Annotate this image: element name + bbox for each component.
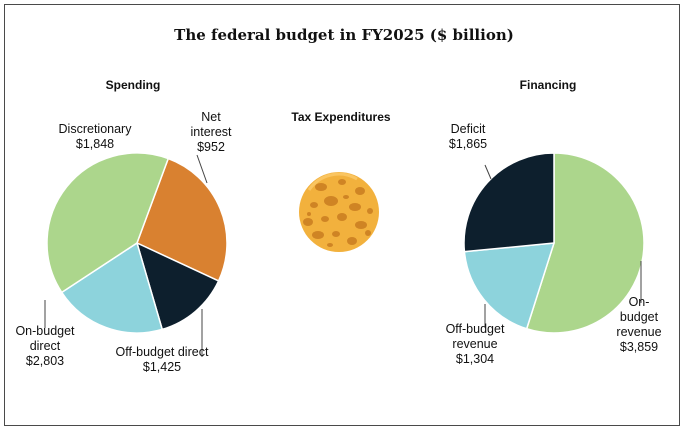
leader-line [484, 164, 492, 180]
cheese-hole [367, 208, 373, 214]
chart-title: The federal budget in FY2025 ($ billion) [174, 26, 514, 44]
cheese-hole [355, 221, 367, 229]
cheese-hole [332, 231, 340, 237]
financing-pie [463, 152, 645, 334]
budget-chart: The federal budget in FY2025 ($ billion)… [15, 26, 661, 374]
label-on-budget-revenue: On-budget revenue $3,859 [616, 295, 661, 354]
cheese-holes [303, 179, 373, 247]
cheese-hole [343, 195, 349, 199]
slice-discretionary [136, 157, 228, 282]
cheese-hole [321, 216, 329, 222]
leader-lines [44, 154, 642, 357]
cheese-hole [327, 243, 333, 247]
cheese-hole [315, 183, 327, 191]
spending-pie [46, 152, 228, 334]
cheese-hole [307, 212, 311, 216]
cheese-hole [338, 179, 346, 185]
label-net-interest: Net interest $952 [191, 110, 233, 154]
tax-expenditures-title: Tax Expenditures [291, 110, 390, 124]
label-discretionary: Discretionary $1,848 [59, 122, 133, 151]
slice-off-budget-direct [60, 241, 164, 334]
cheese-hole [347, 237, 357, 245]
chart-frame: The federal budget in FY2025 ($ billion)… [4, 4, 680, 426]
label-on-budget-direct: On-budget direct $2,803 [15, 324, 75, 368]
slice-on-budget-direct [46, 152, 170, 294]
cheese-icon [299, 172, 379, 252]
cheese-hole [312, 231, 324, 239]
slice-off-budget-revenue [463, 242, 556, 330]
cheese-hole [303, 218, 313, 226]
cheese-hole [310, 202, 318, 208]
cheese-hole [349, 203, 361, 211]
label-deficit: Deficit $1,865 [449, 122, 487, 151]
leader-line [196, 154, 208, 184]
label-off-budget-direct: Off-budget direct $1,425 [116, 345, 209, 374]
slice-on-budget-revenue [525, 152, 645, 334]
slice-deficit [463, 152, 555, 253]
label-off-budget-revenue: Off-budget revenue $1,304 [446, 322, 505, 366]
financing-title: Financing [520, 78, 577, 92]
cheese-hole [337, 213, 347, 221]
slice-net-interest [135, 241, 220, 331]
cheese-hole [324, 196, 338, 206]
slice-labels: Discretionary $1,848 Net interest $952 Off-bu… [15, 110, 661, 374]
cheese-hole [355, 187, 365, 195]
cheese-hole [365, 230, 371, 236]
cheese-highlight [307, 172, 358, 191]
cheese-wheel [299, 172, 379, 252]
spending-title: Spending [106, 78, 161, 92]
